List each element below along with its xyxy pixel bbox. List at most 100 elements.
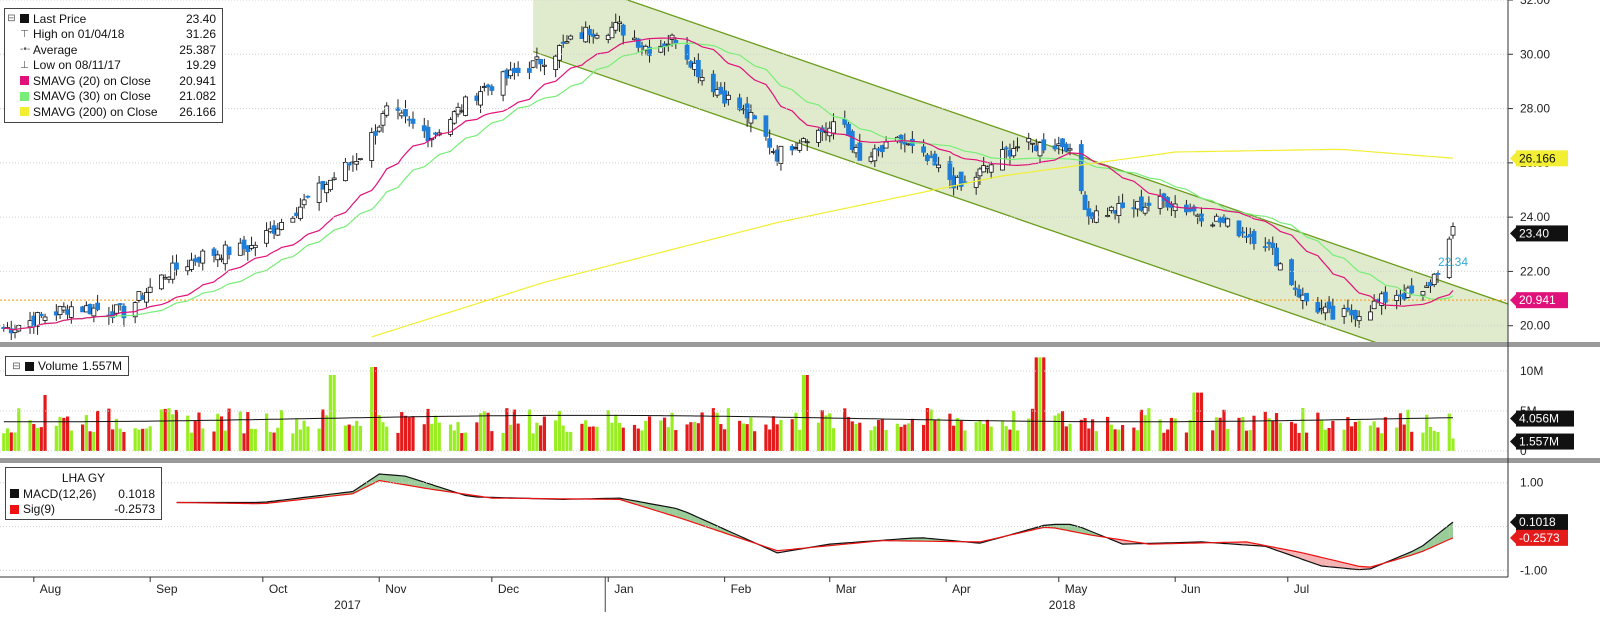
volume-bar bbox=[163, 408, 167, 451]
volume-bar bbox=[584, 420, 588, 451]
month-label: Feb bbox=[731, 582, 752, 596]
candle-body bbox=[553, 55, 559, 70]
candle-body bbox=[1383, 291, 1388, 303]
volume-bar bbox=[111, 429, 115, 451]
volume-bar bbox=[1132, 427, 1136, 451]
candle-body bbox=[1315, 302, 1321, 313]
volume-bar bbox=[749, 417, 753, 451]
volume-bar bbox=[820, 410, 824, 451]
volume-bar bbox=[212, 431, 216, 451]
volume-bar bbox=[1184, 432, 1189, 451]
candle-body bbox=[144, 292, 149, 303]
candle-body bbox=[568, 35, 574, 40]
volume-average-tag: 4.056M bbox=[1519, 412, 1559, 426]
candle-body bbox=[1330, 305, 1336, 320]
candle-body bbox=[1108, 206, 1114, 212]
price-legend: ⊟ Last Price 23.40 ⊤ High on 01/04/18 31.26 -•… bbox=[4, 8, 223, 123]
candle-body bbox=[534, 56, 540, 60]
volume-bar bbox=[1087, 428, 1091, 451]
volume-bar bbox=[512, 409, 516, 451]
volume-bar bbox=[527, 409, 531, 451]
price-legend-value: 26.166 bbox=[179, 104, 216, 119]
volume-bar bbox=[264, 413, 269, 451]
candle-body bbox=[801, 138, 806, 143]
volume-bar bbox=[96, 410, 100, 451]
candle-body bbox=[91, 307, 97, 317]
volume-bar bbox=[1173, 418, 1177, 451]
price-legend-row: SMAVG (30) on Close 21.082 bbox=[5, 89, 222, 105]
candle-body bbox=[609, 26, 615, 39]
macd-histogram-fill bbox=[672, 507, 676, 517]
volume-bar bbox=[858, 422, 862, 451]
volume-bar bbox=[1451, 438, 1455, 451]
candle-body bbox=[947, 161, 953, 180]
volume-bar bbox=[448, 424, 453, 451]
volume-bar bbox=[437, 422, 441, 451]
collapse-icon[interactable]: ⊟ bbox=[12, 360, 21, 372]
macd-histogram-fill bbox=[1437, 525, 1450, 545]
volume-bar bbox=[114, 418, 118, 451]
macd-legend-label: Sig(9) bbox=[23, 502, 56, 517]
volume-bar bbox=[952, 425, 956, 451]
candle-body bbox=[1446, 238, 1452, 278]
volume-bar bbox=[69, 430, 73, 451]
month-label: May bbox=[1065, 582, 1088, 596]
volume-bar bbox=[884, 430, 888, 451]
volume-bar bbox=[644, 420, 648, 451]
volume-bar bbox=[899, 426, 903, 451]
volume-bar bbox=[325, 415, 329, 451]
volume-bar bbox=[358, 425, 363, 451]
volume-bar bbox=[828, 413, 832, 451]
macd-histogram-fill bbox=[1295, 551, 1300, 559]
volume-bar bbox=[92, 431, 96, 451]
volume-bar bbox=[1015, 430, 1020, 451]
price-tick-label: 30.00 bbox=[1520, 47, 1550, 61]
candle-body bbox=[1431, 273, 1437, 286]
candle-body bbox=[1270, 242, 1276, 249]
candle-body bbox=[1191, 206, 1197, 212]
volume-bar bbox=[614, 414, 618, 451]
candle-body bbox=[1078, 144, 1084, 192]
volume-bar bbox=[554, 420, 558, 451]
candle-body bbox=[804, 141, 810, 144]
macd-histogram-fill bbox=[668, 506, 673, 516]
volume-swatch-icon bbox=[25, 361, 34, 371]
candle-body bbox=[275, 228, 281, 236]
candle-body bbox=[831, 121, 836, 134]
candle-body bbox=[710, 73, 716, 93]
candle-body bbox=[301, 199, 307, 206]
volume-bar bbox=[219, 416, 224, 451]
volume-bar bbox=[1353, 421, 1357, 451]
macd-histogram-fill bbox=[1242, 541, 1247, 546]
volume-bar bbox=[974, 422, 978, 451]
macd-legend-title: LHA GY bbox=[61, 471, 106, 485]
candle-body bbox=[958, 171, 964, 187]
volume-bar bbox=[351, 425, 355, 451]
volume-bar bbox=[985, 419, 990, 451]
candle-body bbox=[1251, 231, 1257, 244]
volume-bar bbox=[13, 432, 17, 451]
volume-bar bbox=[775, 424, 779, 451]
macd-value-tag-bg bbox=[1516, 514, 1568, 531]
square-black-icon bbox=[20, 14, 29, 24]
collapse-icon[interactable]: ⊟ bbox=[7, 13, 16, 25]
volume-legend-value: 1.557M bbox=[82, 359, 123, 373]
price-legend-value: 31.26 bbox=[185, 27, 216, 42]
candle-body bbox=[1341, 308, 1347, 317]
square-red-icon bbox=[10, 504, 19, 514]
volume-bar bbox=[370, 367, 374, 451]
candle-body bbox=[1296, 289, 1302, 298]
candle-body bbox=[237, 242, 243, 256]
candle-body bbox=[1011, 148, 1017, 157]
candle-body bbox=[226, 246, 232, 256]
volume-bar bbox=[321, 409, 325, 451]
candle-body bbox=[699, 77, 705, 82]
volume-panel bbox=[2, 357, 1455, 451]
volume-last-tag: 1.557M bbox=[1519, 435, 1559, 449]
volume-bar bbox=[846, 416, 851, 451]
volume-bar bbox=[133, 428, 137, 451]
macd-histogram-fill bbox=[360, 478, 372, 490]
volume-bar bbox=[509, 424, 513, 451]
candle-body bbox=[252, 244, 258, 249]
